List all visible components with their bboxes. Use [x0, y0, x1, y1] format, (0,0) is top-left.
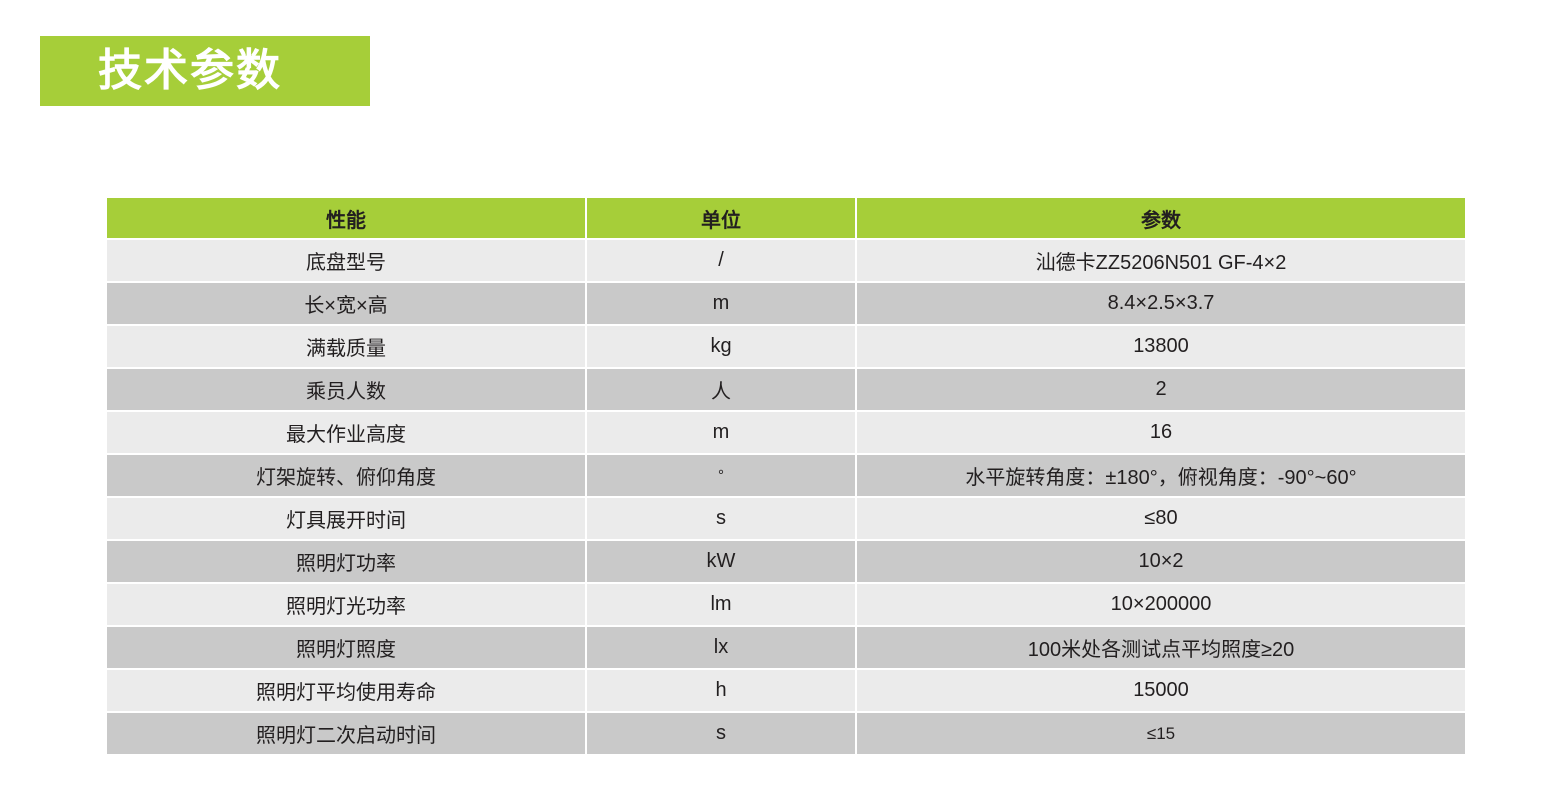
table-row: 满载质量 kg 13800	[107, 326, 1465, 367]
cell-performance: 乘员人数	[107, 369, 585, 410]
cell-parameter: 水平旋转角度：±180°，俯视角度：-90°~60°	[857, 455, 1465, 496]
cell-unit: s	[587, 713, 855, 754]
cell-parameter: 16	[857, 412, 1465, 453]
table-row: 照明灯照度 lx 100米处各测试点平均照度≥20	[107, 627, 1465, 668]
cell-unit: s	[587, 498, 855, 539]
table-row: 照明灯二次启动时间 s ≤15	[107, 713, 1465, 754]
cell-performance: 照明灯平均使用寿命	[107, 670, 585, 711]
cell-performance: 照明灯光功率	[107, 584, 585, 625]
cell-parameter: 100米处各测试点平均照度≥20	[857, 627, 1465, 668]
cell-performance: 照明灯照度	[107, 627, 585, 668]
cell-unit: °	[587, 455, 855, 496]
table-head: 性能 单位 参数	[107, 198, 1465, 238]
cell-parameter: ≤15	[857, 713, 1465, 754]
cell-parameter: ≤80	[857, 498, 1465, 539]
table-body: 底盘型号 / 汕德卡ZZ5206N501 GF-4×2 长×宽×高 m 8.4×…	[107, 240, 1465, 754]
cell-parameter: 8.4×2.5×3.7	[857, 283, 1465, 324]
technical-parameters-table: 性能 单位 参数 底盘型号 / 汕德卡ZZ5206N501 GF-4×2 长×宽…	[105, 196, 1467, 756]
cell-performance: 灯具展开时间	[107, 498, 585, 539]
cell-performance: 底盘型号	[107, 240, 585, 281]
cell-parameter: 汕德卡ZZ5206N501 GF-4×2	[857, 240, 1465, 281]
cell-parameter: 15000	[857, 670, 1465, 711]
cell-parameter: 10×2	[857, 541, 1465, 582]
column-header-unit: 单位	[587, 198, 855, 238]
section-title-banner: 技术参数	[40, 36, 370, 106]
table-row: 灯架旋转、俯仰角度 ° 水平旋转角度：±180°，俯视角度：-90°~60°	[107, 455, 1465, 496]
cell-performance: 照明灯功率	[107, 541, 585, 582]
cell-unit: kg	[587, 326, 855, 367]
page-title: 技术参数	[98, 45, 282, 96]
cell-parameter: 10×200000	[857, 584, 1465, 625]
table-header-row: 性能 单位 参数	[107, 198, 1465, 238]
cell-unit: lx	[587, 627, 855, 668]
cell-performance: 长×宽×高	[107, 283, 585, 324]
cell-parameter: 2	[857, 369, 1465, 410]
cell-parameter: 13800	[857, 326, 1465, 367]
column-header-parameter: 参数	[857, 198, 1465, 238]
cell-performance: 灯架旋转、俯仰角度	[107, 455, 585, 496]
cell-unit: 人	[587, 369, 855, 410]
cell-unit: kW	[587, 541, 855, 582]
cell-performance: 照明灯二次启动时间	[107, 713, 585, 754]
table-row: 灯具展开时间 s ≤80	[107, 498, 1465, 539]
cell-unit: h	[587, 670, 855, 711]
table-row: 乘员人数 人 2	[107, 369, 1465, 410]
cell-unit: m	[587, 412, 855, 453]
table-row: 长×宽×高 m 8.4×2.5×3.7	[107, 283, 1465, 324]
cell-performance: 满载质量	[107, 326, 585, 367]
column-header-performance: 性能	[107, 198, 585, 238]
table-row: 照明灯功率 kW 10×2	[107, 541, 1465, 582]
cell-unit: m	[587, 283, 855, 324]
table-row: 照明灯光功率 lm 10×200000	[107, 584, 1465, 625]
table-row: 最大作业高度 m 16	[107, 412, 1465, 453]
cell-unit: lm	[587, 584, 855, 625]
table-row: 照明灯平均使用寿命 h 15000	[107, 670, 1465, 711]
cell-performance: 最大作业高度	[107, 412, 585, 453]
cell-unit: /	[587, 240, 855, 281]
table-row: 底盘型号 / 汕德卡ZZ5206N501 GF-4×2	[107, 240, 1465, 281]
